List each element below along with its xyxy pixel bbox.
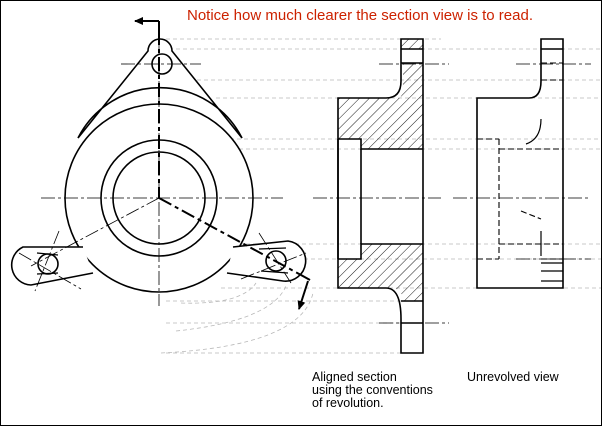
caption-aligned-line-2: using the conventions — [312, 383, 433, 397]
section-hatch-lower — [338, 244, 423, 303]
diagram-title: Notice how much clearer the section view… — [187, 7, 533, 24]
section-hatch-upper — [338, 63, 423, 149]
caption-aligned-line-1: Aligned section — [312, 370, 397, 384]
caption-aligned-section: Aligned section using the conventions of… — [312, 371, 462, 410]
aligned-section — [313, 38, 449, 354]
caption-unrevolved-view: Unrevolved view — [467, 370, 559, 384]
cutting-plane-line — [134, 17, 311, 310]
caption-aligned-line-3: of revolution. — [312, 396, 384, 410]
unrevolved-view — [453, 38, 591, 289]
